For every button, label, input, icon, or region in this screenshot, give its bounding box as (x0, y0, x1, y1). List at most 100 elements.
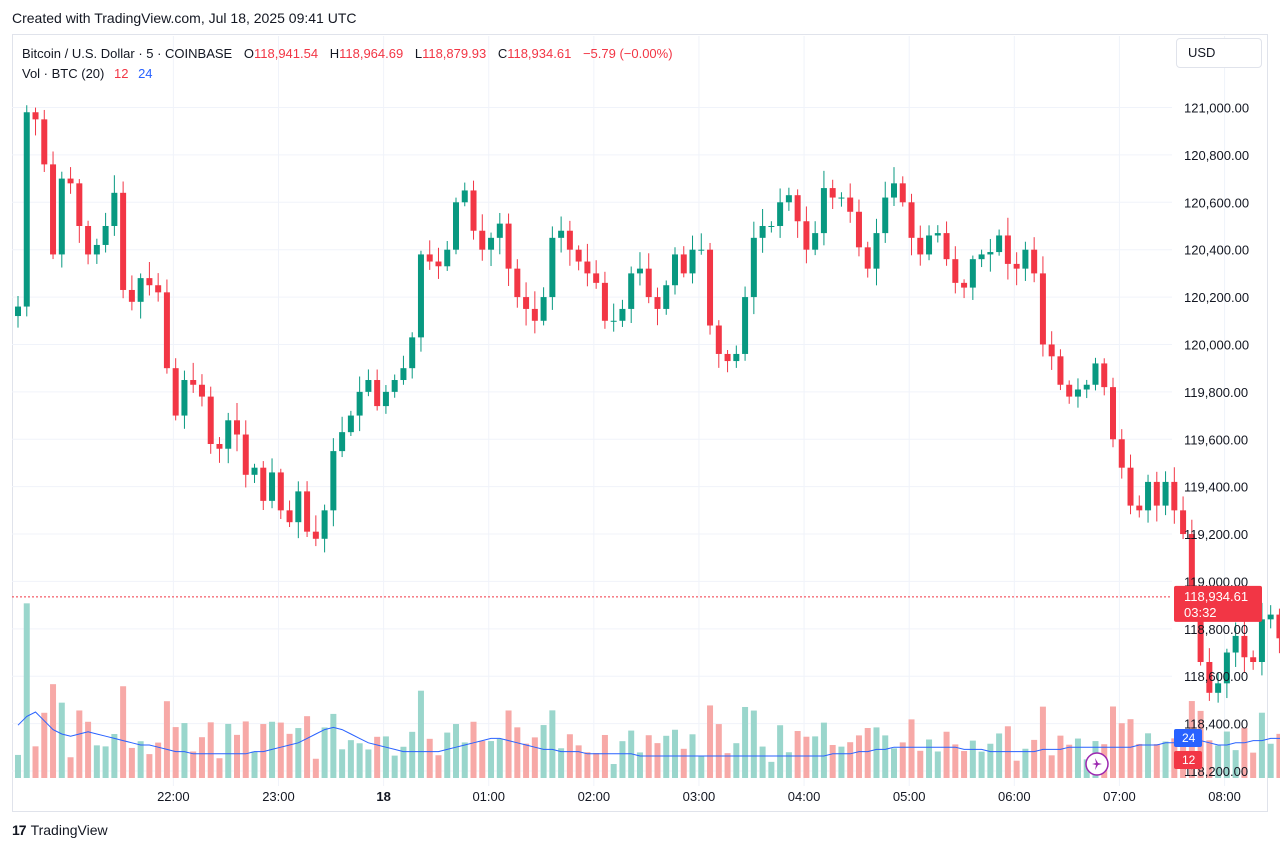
volume-bar (838, 746, 845, 778)
candle (225, 412, 232, 464)
candle-body (181, 380, 188, 416)
candle-body (295, 491, 302, 523)
volume-bar (523, 743, 530, 778)
volume-bar (636, 752, 643, 778)
candle-body (1180, 510, 1187, 535)
candle (812, 221, 819, 256)
candle (374, 369, 381, 411)
candle-body (820, 188, 827, 234)
volume-bar (470, 721, 477, 778)
legend-row-volume: Vol · BTC (20) 12 24 (22, 64, 673, 84)
candle-body (269, 472, 276, 501)
volume-bar (496, 738, 503, 778)
candle-body (146, 278, 153, 286)
candle (304, 481, 311, 538)
volume-bar (242, 721, 249, 778)
candle (67, 167, 74, 194)
low-value: 118,879.93 (422, 46, 487, 61)
candle (601, 271, 608, 329)
candle (251, 463, 258, 483)
volume-bar (750, 710, 757, 778)
candle-body (566, 230, 573, 250)
candle-body (619, 308, 626, 321)
open-label: O (243, 46, 254, 61)
candle (672, 247, 678, 295)
candle-body (23, 112, 30, 307)
close-label: C (497, 46, 508, 61)
candle (934, 225, 941, 243)
candle-body (93, 244, 100, 255)
volume-bar (111, 734, 118, 778)
candle (1171, 467, 1178, 524)
candle-body (128, 289, 135, 302)
volume-bar (680, 748, 687, 778)
volume-bar (1276, 733, 1280, 778)
volume-bar (58, 702, 65, 778)
created-with-caption: Created with TradingView.com, Jul 18, 20… (12, 10, 357, 26)
volume-badge-label: 12 (1182, 753, 1196, 767)
candle (1145, 474, 1152, 523)
volume-bar (128, 747, 135, 778)
symbol-title[interactable]: Bitcoin / U.S. Dollar · 5 · COINBASE (22, 46, 233, 61)
candle-body (882, 197, 889, 234)
candle (575, 245, 582, 271)
time-tick-label: 18 (376, 789, 390, 804)
volume-bar (321, 727, 328, 778)
candle-body (172, 368, 179, 416)
currency-button[interactable]: USD (1176, 38, 1262, 68)
volume-bar (1004, 726, 1011, 778)
volume-bar (312, 758, 319, 778)
candle-body (1171, 481, 1178, 511)
candle-body (812, 233, 819, 250)
time-tick-label: 03:00 (683, 789, 716, 804)
volume-bar (356, 743, 363, 778)
volume-bar (453, 724, 459, 778)
chart-legend: Bitcoin / U.S. Dollar · 5 · COINBASE O 11… (22, 44, 673, 84)
candle (1232, 622, 1239, 667)
candle (260, 461, 267, 511)
volume-bar (137, 741, 144, 778)
candle (899, 176, 906, 207)
candle (207, 386, 214, 454)
candle (198, 374, 205, 407)
candle (698, 233, 705, 255)
volume-bar (181, 723, 188, 778)
volume-bar (207, 722, 214, 778)
candle-body (610, 320, 617, 322)
candle-body (864, 247, 871, 269)
candle (76, 179, 83, 243)
volume-bar (575, 745, 582, 778)
last-price-badge (1174, 585, 1262, 622)
volume-bar (724, 753, 731, 778)
candle (908, 193, 915, 256)
volume-bar (50, 684, 57, 778)
volume-bar (23, 603, 30, 778)
candle (961, 279, 968, 299)
candle (321, 504, 328, 553)
time-tick-label: 01:00 (472, 789, 505, 804)
candle-body (1004, 235, 1011, 264)
candle-body (768, 225, 775, 227)
candle-body (488, 237, 495, 250)
candle (1066, 380, 1073, 404)
volume-bar (93, 745, 100, 778)
candle-body (198, 384, 205, 397)
volume-bar (251, 751, 258, 778)
volume-bar (347, 740, 354, 778)
candle-body (908, 202, 915, 238)
candle (339, 416, 346, 458)
candle (102, 212, 109, 253)
change-value: −5.79 (−0.00%) (582, 46, 673, 61)
candle-body (549, 237, 556, 298)
candle (1136, 495, 1143, 518)
candle (330, 438, 337, 527)
candle (1250, 650, 1257, 670)
candle (1153, 471, 1160, 522)
volume-bar (330, 713, 337, 778)
volume-bar (847, 742, 854, 778)
volume-bar (1258, 712, 1265, 778)
volume-bar (15, 754, 21, 778)
volume-label[interactable]: Vol · BTC (20) (22, 66, 105, 81)
candle-body (785, 195, 792, 203)
